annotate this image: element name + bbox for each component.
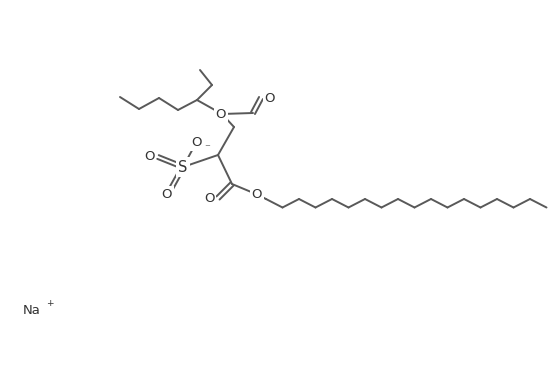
Text: O: O	[191, 137, 201, 149]
Text: O: O	[216, 108, 226, 121]
Text: O: O	[162, 188, 172, 201]
Text: Na: Na	[23, 303, 41, 316]
Text: ⁻: ⁻	[204, 143, 210, 153]
Text: O: O	[144, 151, 155, 164]
Text: S: S	[178, 159, 188, 175]
Text: O: O	[264, 91, 274, 104]
Text: +: +	[46, 299, 54, 307]
Text: O: O	[204, 192, 215, 205]
Text: O: O	[252, 188, 262, 201]
